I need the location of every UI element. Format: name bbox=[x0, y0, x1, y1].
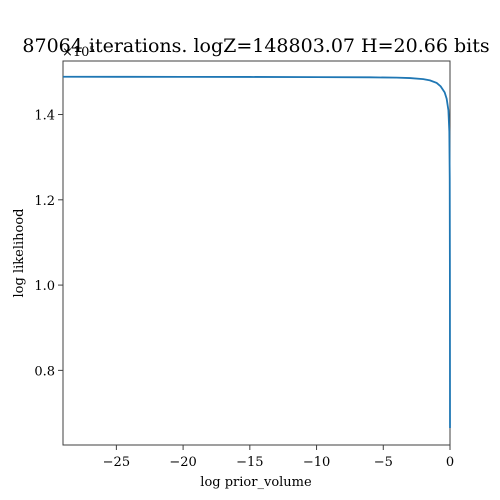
y-tick-label: 1.0 bbox=[34, 279, 55, 294]
x-tick-label: −20 bbox=[169, 455, 196, 470]
y-axis-label: log likelihood bbox=[12, 209, 27, 298]
x-tick-label: −10 bbox=[303, 455, 330, 470]
x-tick-label: −5 bbox=[374, 455, 393, 470]
x-tick-label: −25 bbox=[103, 455, 130, 470]
x-tick-label: 0 bbox=[446, 455, 454, 470]
y-tick-label: 1.4 bbox=[34, 109, 55, 124]
x-axis-label: log prior_volume bbox=[200, 475, 312, 490]
chart-title: 87064 iterations. logZ=148803.07 H=20.66… bbox=[22, 35, 489, 57]
x-tick-label: −15 bbox=[236, 455, 263, 470]
y-tick-label: 0.8 bbox=[34, 364, 55, 379]
y-axis: 0.8 1.0 1.2 1.4 bbox=[34, 109, 63, 379]
series-line bbox=[62, 75, 451, 428]
x-axis: −25 −20 −15 −10 −5 0 bbox=[103, 445, 454, 470]
plot-frame bbox=[62, 60, 451, 446]
y-tick-label: 1.2 bbox=[34, 194, 55, 209]
y-offset-text: ×10⁵ bbox=[62, 45, 95, 60]
